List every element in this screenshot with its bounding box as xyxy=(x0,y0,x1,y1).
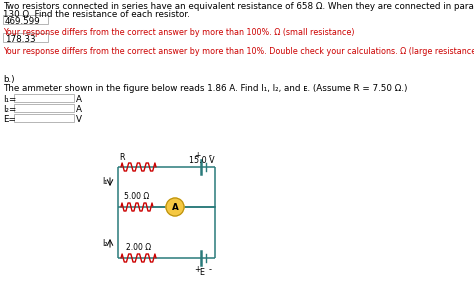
Bar xyxy=(3,33,48,42)
Text: A: A xyxy=(172,203,178,212)
Text: I₂=: I₂= xyxy=(3,105,17,114)
Bar xyxy=(14,114,74,122)
Text: +: + xyxy=(194,151,200,160)
Text: b.): b.) xyxy=(3,75,15,84)
Text: -: - xyxy=(209,265,211,274)
Bar xyxy=(3,15,48,24)
Bar xyxy=(14,104,74,112)
Text: -: - xyxy=(209,151,211,160)
Text: R: R xyxy=(119,153,125,162)
Text: 178.33: 178.33 xyxy=(5,35,36,44)
Text: 5.00 Ω: 5.00 Ω xyxy=(124,192,150,201)
Text: 2.00 Ω: 2.00 Ω xyxy=(126,243,151,252)
Circle shape xyxy=(166,198,184,216)
Text: E: E xyxy=(200,268,204,277)
Text: A: A xyxy=(76,95,82,104)
Text: +: + xyxy=(194,265,200,274)
Text: V: V xyxy=(76,115,82,124)
Text: Ε=: Ε= xyxy=(3,115,16,124)
Text: Two resistors connected in series have an equivalent resistance of 658 Ω. When t: Two resistors connected in series have a… xyxy=(3,2,474,11)
Text: 15.0 V: 15.0 V xyxy=(189,156,215,165)
Text: I₁=: I₁= xyxy=(3,95,17,104)
Text: A: A xyxy=(76,105,82,114)
Text: I₂: I₂ xyxy=(102,238,108,247)
Text: I₁: I₁ xyxy=(102,177,108,186)
Text: 130 Ω. Find the resistance of each resistor.: 130 Ω. Find the resistance of each resis… xyxy=(3,10,190,19)
Text: Your response differs from the correct answer by more than 100%. Ω (small resist: Your response differs from the correct a… xyxy=(3,28,355,37)
Text: 469.599: 469.599 xyxy=(5,17,41,26)
Text: The ammeter shown in the figure below reads 1.86 A. Find I₁, I₂, and ᴇ. (Assume : The ammeter shown in the figure below re… xyxy=(3,84,408,93)
Bar xyxy=(14,94,74,102)
Text: Your response differs from the correct answer by more than 10%. Double check you: Your response differs from the correct a… xyxy=(3,47,474,56)
